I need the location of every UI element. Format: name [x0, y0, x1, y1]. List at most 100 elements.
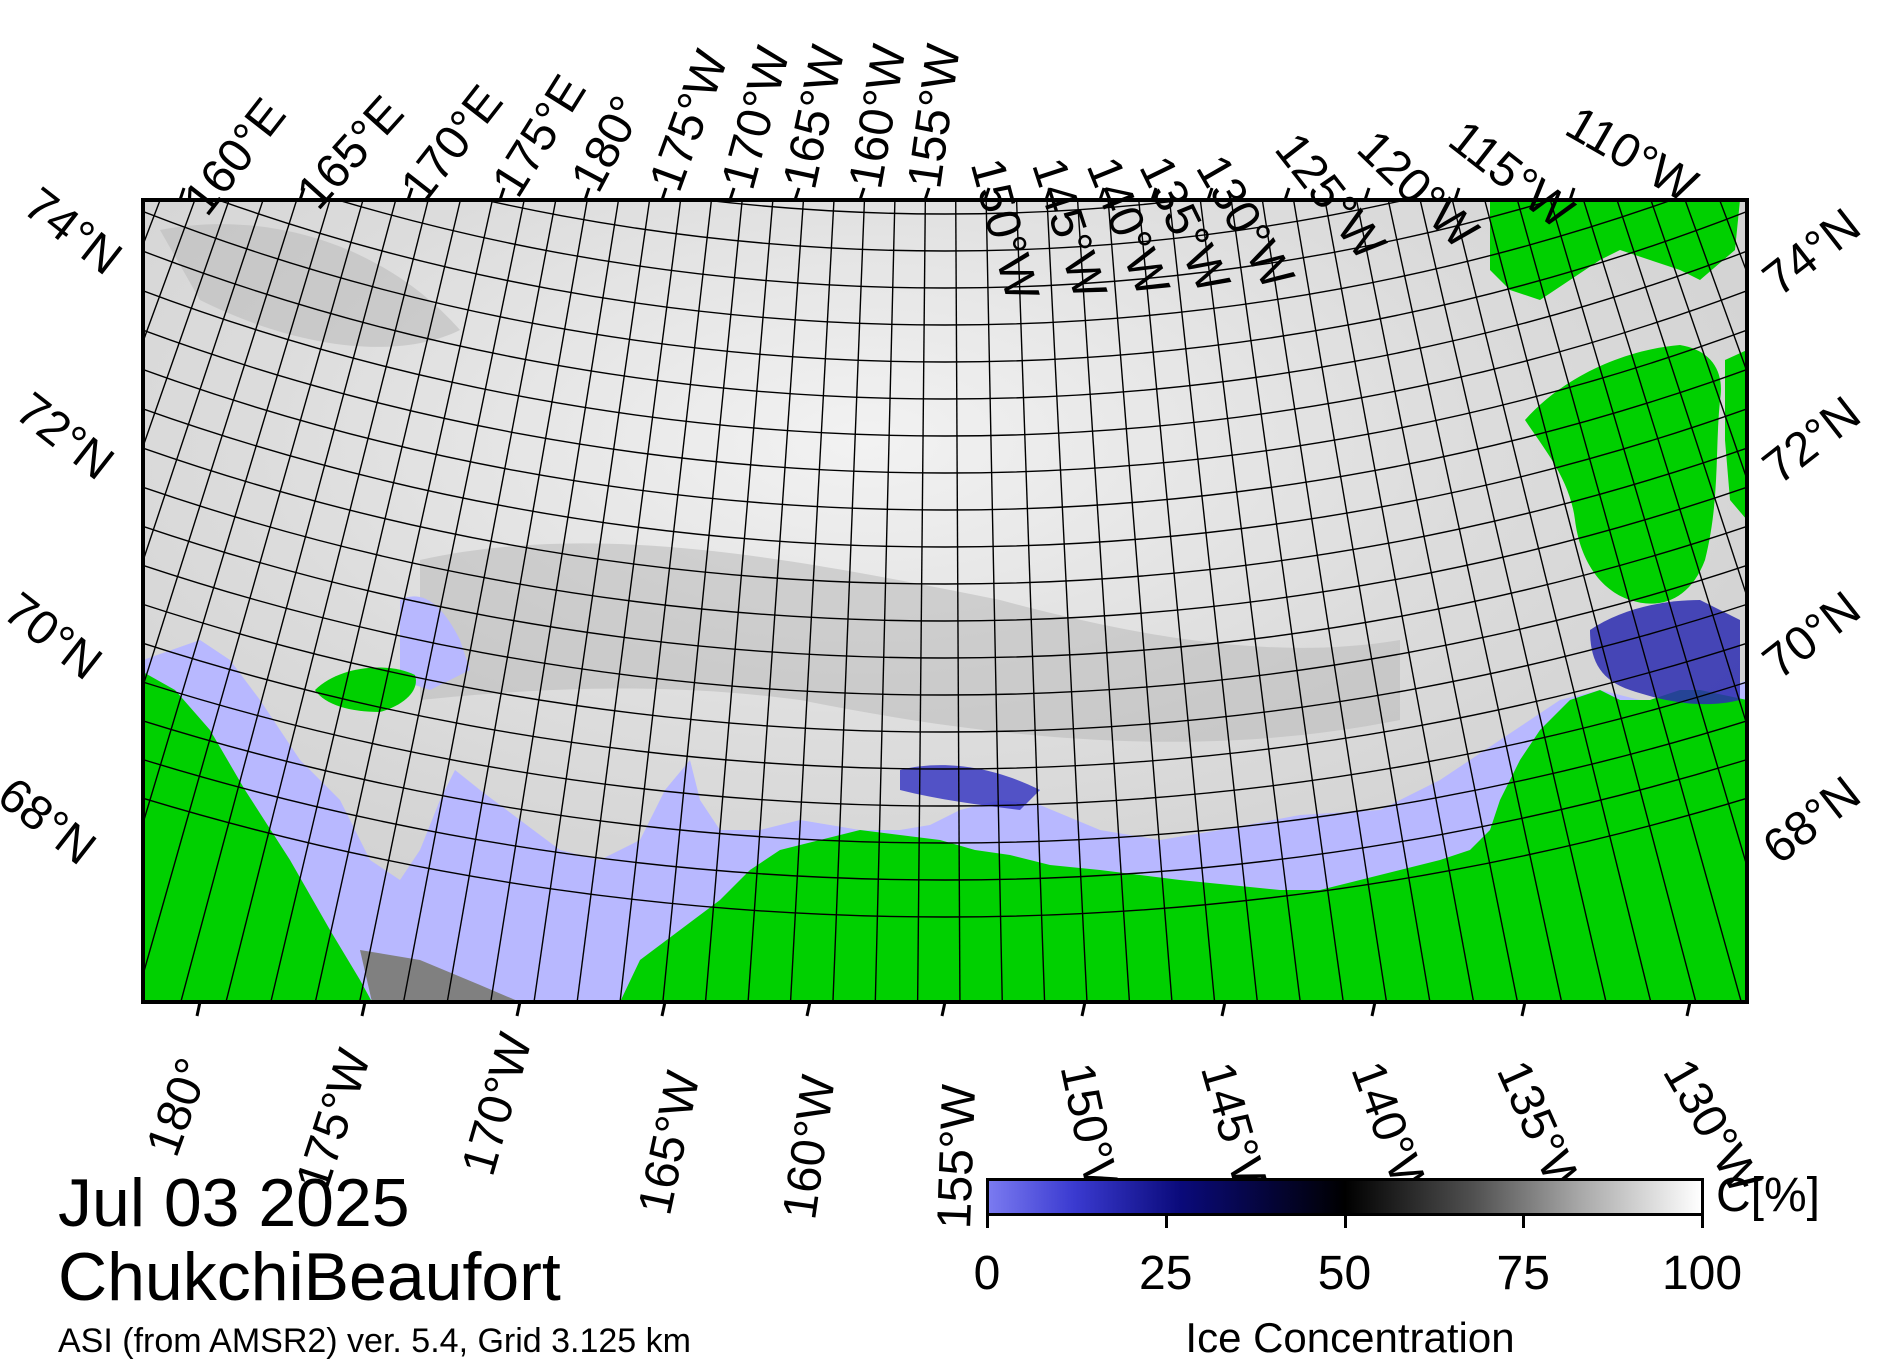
- meridian-line: [180, 200, 397, 1002]
- meridian-line: [225, 200, 429, 1002]
- frame-tick: [195, 1001, 202, 1017]
- colorbar-tick-label: 25: [1139, 1247, 1193, 1300]
- frame-tick: [1150, 187, 1158, 201]
- colorbar-tick: [1164, 1216, 1168, 1228]
- frame-tick: [728, 187, 736, 201]
- frame-tick: [1685, 1001, 1692, 1017]
- frame-tick: [660, 187, 668, 201]
- frame-tick: [298, 187, 306, 201]
- land-banks-island: [1525, 345, 1721, 604]
- low-concentration-water: [900, 765, 1040, 810]
- parallel-line: [143, 210, 1747, 363]
- meridian-line: [1199, 200, 1301, 1002]
- frame-tick: [1080, 1001, 1087, 1017]
- land-wrangel-island: [315, 667, 416, 712]
- colorbar: [986, 1178, 1704, 1216]
- meridian-line: [916, 200, 927, 1002]
- frame-tick: [406, 187, 414, 201]
- meridian-line: [704, 200, 774, 1002]
- colorbar-tick-label: 0: [973, 1247, 1001, 1300]
- meridian-line: [314, 200, 494, 1002]
- parallel-line: [700, 200, 1190, 215]
- parallel-line: [143, 328, 1747, 474]
- frame-tick: [1098, 187, 1106, 201]
- frame-tick: [1363, 187, 1371, 201]
- meridian-line: [1549, 200, 1747, 869]
- meridian-line: [832, 200, 866, 1002]
- parallel-line: [218, 200, 1672, 326]
- meridian-line: [1015, 200, 1046, 1002]
- meridian-line: [1261, 200, 1388, 1002]
- meridian-line: [1483, 200, 1697, 1002]
- meridian-line: [619, 200, 713, 1002]
- meridian-line: [1728, 0, 1890, 1031]
- meridian-line: [533, 200, 651, 1002]
- date-label: Jul 03 2025: [58, 1165, 410, 1241]
- meridian-line: [874, 200, 896, 1002]
- meridian-line: [1076, 200, 1131, 1002]
- meridian-line: [143, 200, 298, 689]
- meridian-line: [402, 200, 557, 1002]
- meridian-line: [576, 200, 682, 1002]
- meridian-line: [143, 200, 331, 826]
- frame-tick: [1044, 187, 1052, 201]
- frame-tick: [515, 1001, 522, 1017]
- frame-tick: [1220, 1001, 1227, 1017]
- no-data-region: [360, 950, 520, 1002]
- meridian-line: [1869, 0, 1890, 896]
- source-label: ASI (from AMSR2) ver. 5.4, Grid 3.125 km: [58, 1322, 691, 1360]
- land-chukotka: [143, 672, 372, 1002]
- frame-tick: [583, 187, 591, 201]
- meridian-line: [985, 200, 1003, 1002]
- low-concentration-band: [420, 543, 1400, 742]
- meridian-line: [270, 200, 462, 1002]
- meridian-line: [1846, 0, 1890, 920]
- frame-tick: [805, 1001, 812, 1017]
- meridian-line: [662, 200, 743, 1002]
- frame-tick: [1206, 187, 1214, 201]
- frame-tick: [178, 187, 186, 201]
- frame-tick: [1283, 187, 1291, 201]
- meridian-line: [1168, 200, 1259, 1002]
- meridian-line: [1451, 200, 1652, 1002]
- meridian-line: [143, 200, 364, 978]
- colorbar-tick: [1522, 1216, 1526, 1228]
- meridian-line: [0, 0, 14, 889]
- meridian-line: [1046, 200, 1088, 1002]
- colorbar-tick-label: 50: [1317, 1247, 1372, 1300]
- frame-tick: [858, 187, 866, 201]
- meridian-line: [446, 200, 588, 1002]
- meridian-line: [955, 200, 961, 1002]
- meridian-line: [1419, 200, 1607, 1002]
- meridian-line: [1616, 200, 1747, 599]
- meridian-line: [1387, 200, 1563, 1002]
- bottom-longitude-label: 155°W: [928, 1083, 987, 1230]
- frame-tick: [1370, 1001, 1377, 1017]
- meridian-line: [358, 200, 525, 1002]
- frame-tick: [1453, 187, 1461, 201]
- colorbar-title: Ice Concentration: [1185, 1314, 1515, 1361]
- colorbar-tick: [986, 1216, 989, 1228]
- parallel-line: [481, 200, 1409, 252]
- frame-tick: [1568, 187, 1576, 201]
- frame-tick: [923, 187, 931, 201]
- colorbar-tick: [1701, 1216, 1704, 1228]
- frame-tick: [1520, 1001, 1527, 1017]
- frame-tick: [498, 187, 506, 201]
- parallel-line: [337, 200, 1553, 289]
- land-alaska: [620, 690, 1747, 1002]
- colorbar-tick-label: 100: [1661, 1247, 1743, 1300]
- meridian-line: [789, 200, 835, 1002]
- region-label: ChukchiBeaufort: [58, 1239, 561, 1315]
- low-concentration-patch: [160, 224, 460, 347]
- meridian-line: [143, 200, 264, 564]
- meridian-line: [1138, 200, 1216, 1002]
- colorbar-tick-label: 75: [1496, 1247, 1550, 1300]
- meridian-line: [1582, 200, 1747, 728]
- meridian-line: [1292, 200, 1431, 1002]
- meridian-line: [747, 200, 805, 1002]
- colorbar-unit: C[%]: [1716, 1169, 1821, 1222]
- meridian-line: [1107, 200, 1173, 1002]
